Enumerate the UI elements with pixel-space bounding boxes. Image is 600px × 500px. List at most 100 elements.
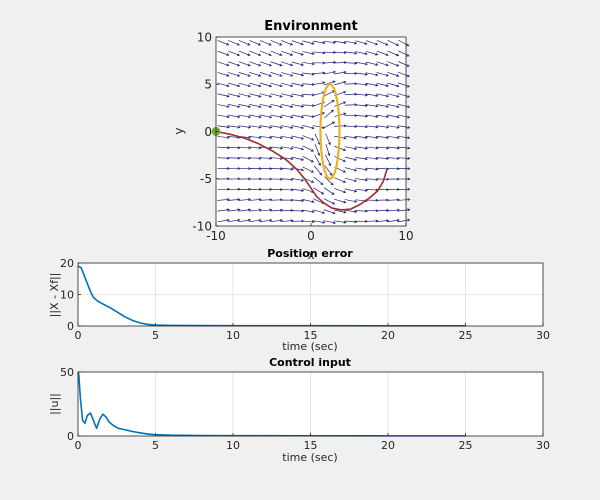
vector-arrow xyxy=(344,156,357,161)
vector-arrow xyxy=(355,72,368,75)
vector-arrow xyxy=(291,199,304,202)
vector-arrow xyxy=(366,50,378,56)
vector-arrow-head xyxy=(331,121,336,125)
vector-arrow-head xyxy=(386,177,390,181)
vector-arrow-head xyxy=(354,210,358,214)
vector-arrow xyxy=(344,104,357,106)
vector-arrow xyxy=(355,210,368,212)
vector-arrow-head xyxy=(343,41,347,45)
vector-arrow-head xyxy=(311,137,315,141)
vector-arrow-head xyxy=(343,148,347,152)
vector-arrow xyxy=(281,93,293,97)
vector-arrow-head xyxy=(375,146,379,150)
vector-arrow-head xyxy=(300,73,305,77)
vector-arrow xyxy=(376,104,389,108)
vector-arrow-head xyxy=(354,61,358,65)
vector-arrow-head xyxy=(258,105,262,108)
vector-arrow-head xyxy=(311,41,315,45)
environment-ytick-label: 5 xyxy=(204,78,212,92)
environment-ylabel: y xyxy=(172,127,186,134)
vector-arrow-head xyxy=(396,105,400,108)
vector-arrow-head xyxy=(396,198,400,202)
vector-arrow-head xyxy=(279,84,283,88)
vector-arrow xyxy=(397,146,410,149)
vector-arrow-head xyxy=(300,168,305,172)
vector-arrow xyxy=(397,157,410,159)
vector-arrow xyxy=(355,93,368,96)
vector-arrow-head xyxy=(385,94,390,98)
vector-arrow xyxy=(217,146,230,149)
vector-arrow xyxy=(249,209,262,212)
vector-arrow-head xyxy=(375,52,379,56)
vector-arrow xyxy=(397,93,410,98)
vector-arrow-head xyxy=(321,191,325,195)
vector-arrow-head xyxy=(301,115,305,119)
vector-arrow-head xyxy=(247,63,251,67)
vector-arrow-head xyxy=(248,156,252,160)
vector-arrow xyxy=(387,209,400,212)
vector-arrow xyxy=(291,156,304,161)
vector-arrow-head xyxy=(258,84,262,88)
vector-arrow xyxy=(334,101,346,107)
control-input-title: Control input xyxy=(269,356,351,369)
vector-arrow-head xyxy=(269,156,273,160)
vector-arrow xyxy=(397,71,410,77)
vector-arrow xyxy=(323,220,336,224)
vector-arrow xyxy=(249,50,261,56)
vector-arrow xyxy=(259,219,272,223)
vector-arrow-head xyxy=(322,51,326,55)
vector-arrow-head xyxy=(248,146,252,150)
vector-arrow xyxy=(217,136,230,139)
vector-arrow-head xyxy=(301,104,305,108)
vector-arrow-head xyxy=(279,219,283,222)
vector-arrow-head xyxy=(258,156,262,160)
vector-arrow-head xyxy=(290,126,294,129)
vector-arrow xyxy=(344,209,357,213)
vector-arrow xyxy=(291,167,304,171)
vector-arrow xyxy=(302,209,315,213)
vector-arrow xyxy=(324,165,333,176)
vector-arrow-head xyxy=(407,156,411,160)
vector-arrow-head xyxy=(301,209,305,213)
vector-arrow-head xyxy=(364,104,368,108)
vector-arrow-head xyxy=(343,101,347,105)
vector-arrow-head xyxy=(269,198,273,202)
vector-arrow xyxy=(217,50,229,56)
vector-arrow xyxy=(355,125,368,128)
vector-arrow-head xyxy=(406,95,411,98)
vector-arrow-head xyxy=(226,63,230,67)
vector-arrow-head xyxy=(247,218,252,222)
vector-arrow-head xyxy=(279,42,283,46)
vector-arrow xyxy=(302,156,314,163)
vector-arrow xyxy=(312,220,325,224)
vector-arrow xyxy=(334,220,347,223)
vector-arrow xyxy=(344,167,357,171)
ctl-xtick-label: 20 xyxy=(381,439,395,452)
vector-arrow xyxy=(270,125,283,129)
vector-arrow xyxy=(270,114,283,118)
vector-arrow-head xyxy=(407,146,411,150)
ctl-xtick-label: 5 xyxy=(152,439,159,452)
environment-xlabel: x xyxy=(307,248,314,262)
vector-arrow-head xyxy=(300,136,305,140)
vector-arrow-head xyxy=(268,84,273,88)
vector-arrow-head xyxy=(226,84,230,88)
vector-arrow xyxy=(217,219,230,223)
vector-arrow xyxy=(312,82,325,85)
vector-arrow-head xyxy=(269,146,273,150)
vector-arrow-head xyxy=(290,84,294,88)
vector-arrow xyxy=(397,209,410,212)
environment-plot-area xyxy=(216,37,406,226)
vector-arrow-head xyxy=(329,172,333,176)
vector-arrow-head xyxy=(226,198,230,201)
control-input-xlabel: time (sec) xyxy=(282,451,337,464)
ctl-xtick-label: 30 xyxy=(536,439,550,452)
vector-arrow-head xyxy=(300,83,305,87)
vector-arrow-head xyxy=(226,104,230,108)
vector-arrow-head xyxy=(322,126,326,129)
vector-arrow-head xyxy=(269,136,273,140)
control-input-axes: 0 5 10 15 20 25 30 50 0 Control input time (sec)… xyxy=(48,356,550,464)
vector-arrow-head xyxy=(248,136,252,139)
vector-arrow-head xyxy=(385,63,389,67)
vector-arrow-head xyxy=(258,208,262,212)
